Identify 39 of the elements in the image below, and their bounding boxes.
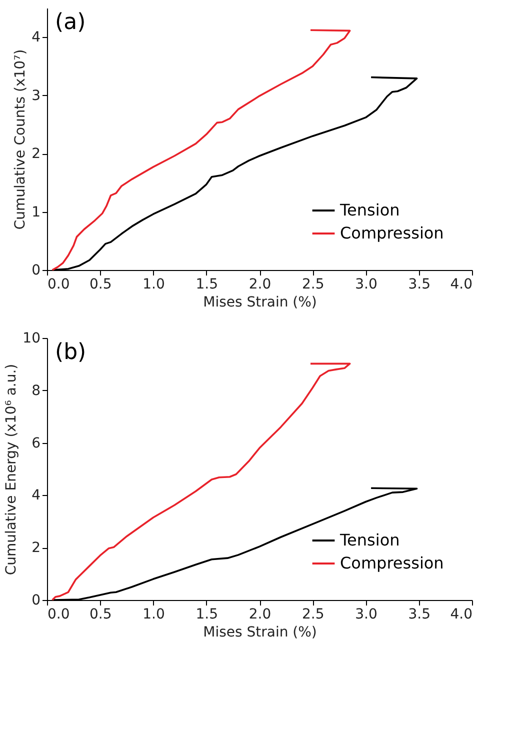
x-tick-label: 2.5	[302, 606, 324, 622]
x-tick-label: 4.0	[450, 276, 472, 292]
legend-label: Compression	[340, 554, 444, 572]
x-axis-title: Mises Strain (%)	[203, 294, 317, 310]
x-tick-label: 4.0	[450, 606, 472, 622]
y-tick-label: 0	[32, 592, 40, 608]
legend-label: Tension	[339, 530, 400, 550]
y-tick-label: 4	[32, 30, 41, 46]
x-tick-label: 2.0	[248, 276, 272, 292]
y-tick-label: 10	[22, 330, 40, 346]
y-tick-label: 0	[32, 262, 40, 278]
x-tick-label: 0.0	[48, 276, 70, 292]
legend-label: Compression	[340, 224, 444, 242]
x-tick-label: 0.0	[48, 606, 70, 622]
y-tick-label: 6	[32, 435, 41, 452]
x-tick-label: 3.0	[355, 276, 378, 292]
legend-label: Tension	[339, 200, 400, 220]
x-tick-label: 1.5	[196, 606, 218, 622]
y-tick-label: 1	[32, 204, 40, 220]
y-tick-label: 2	[32, 146, 40, 162]
x-tick-label: 1.0	[142, 606, 165, 622]
x-tick-label: 0.5	[89, 276, 112, 292]
x-tick-label: 0.5	[89, 606, 112, 622]
y-tick-label: 3	[32, 88, 40, 104]
x-tick-label: 1.5	[196, 276, 218, 292]
x-tick-label: 2.0	[248, 606, 272, 622]
x-tick-label: 3.0	[355, 606, 378, 622]
y-tick-label: 8	[32, 382, 40, 399]
annotation: (a)	[55, 10, 86, 35]
x-tick-label: 3.5	[408, 276, 431, 292]
x-axis-title: Mises Strain (%)	[203, 624, 317, 640]
y-axis-title: Cumulative Counts (x10⁷)	[12, 49, 29, 230]
x-tick-label: 3.5	[408, 606, 431, 622]
y-tick-label: 4	[32, 488, 41, 504]
x-tick-label: 2.5	[302, 276, 324, 292]
y-axis-title: Cumulative Energy (x10⁶ a.u.)	[4, 364, 20, 576]
x-tick-label: 1.0	[142, 276, 165, 292]
annotation: (b)	[55, 340, 86, 365]
y-tick-label: 2	[32, 540, 40, 556]
